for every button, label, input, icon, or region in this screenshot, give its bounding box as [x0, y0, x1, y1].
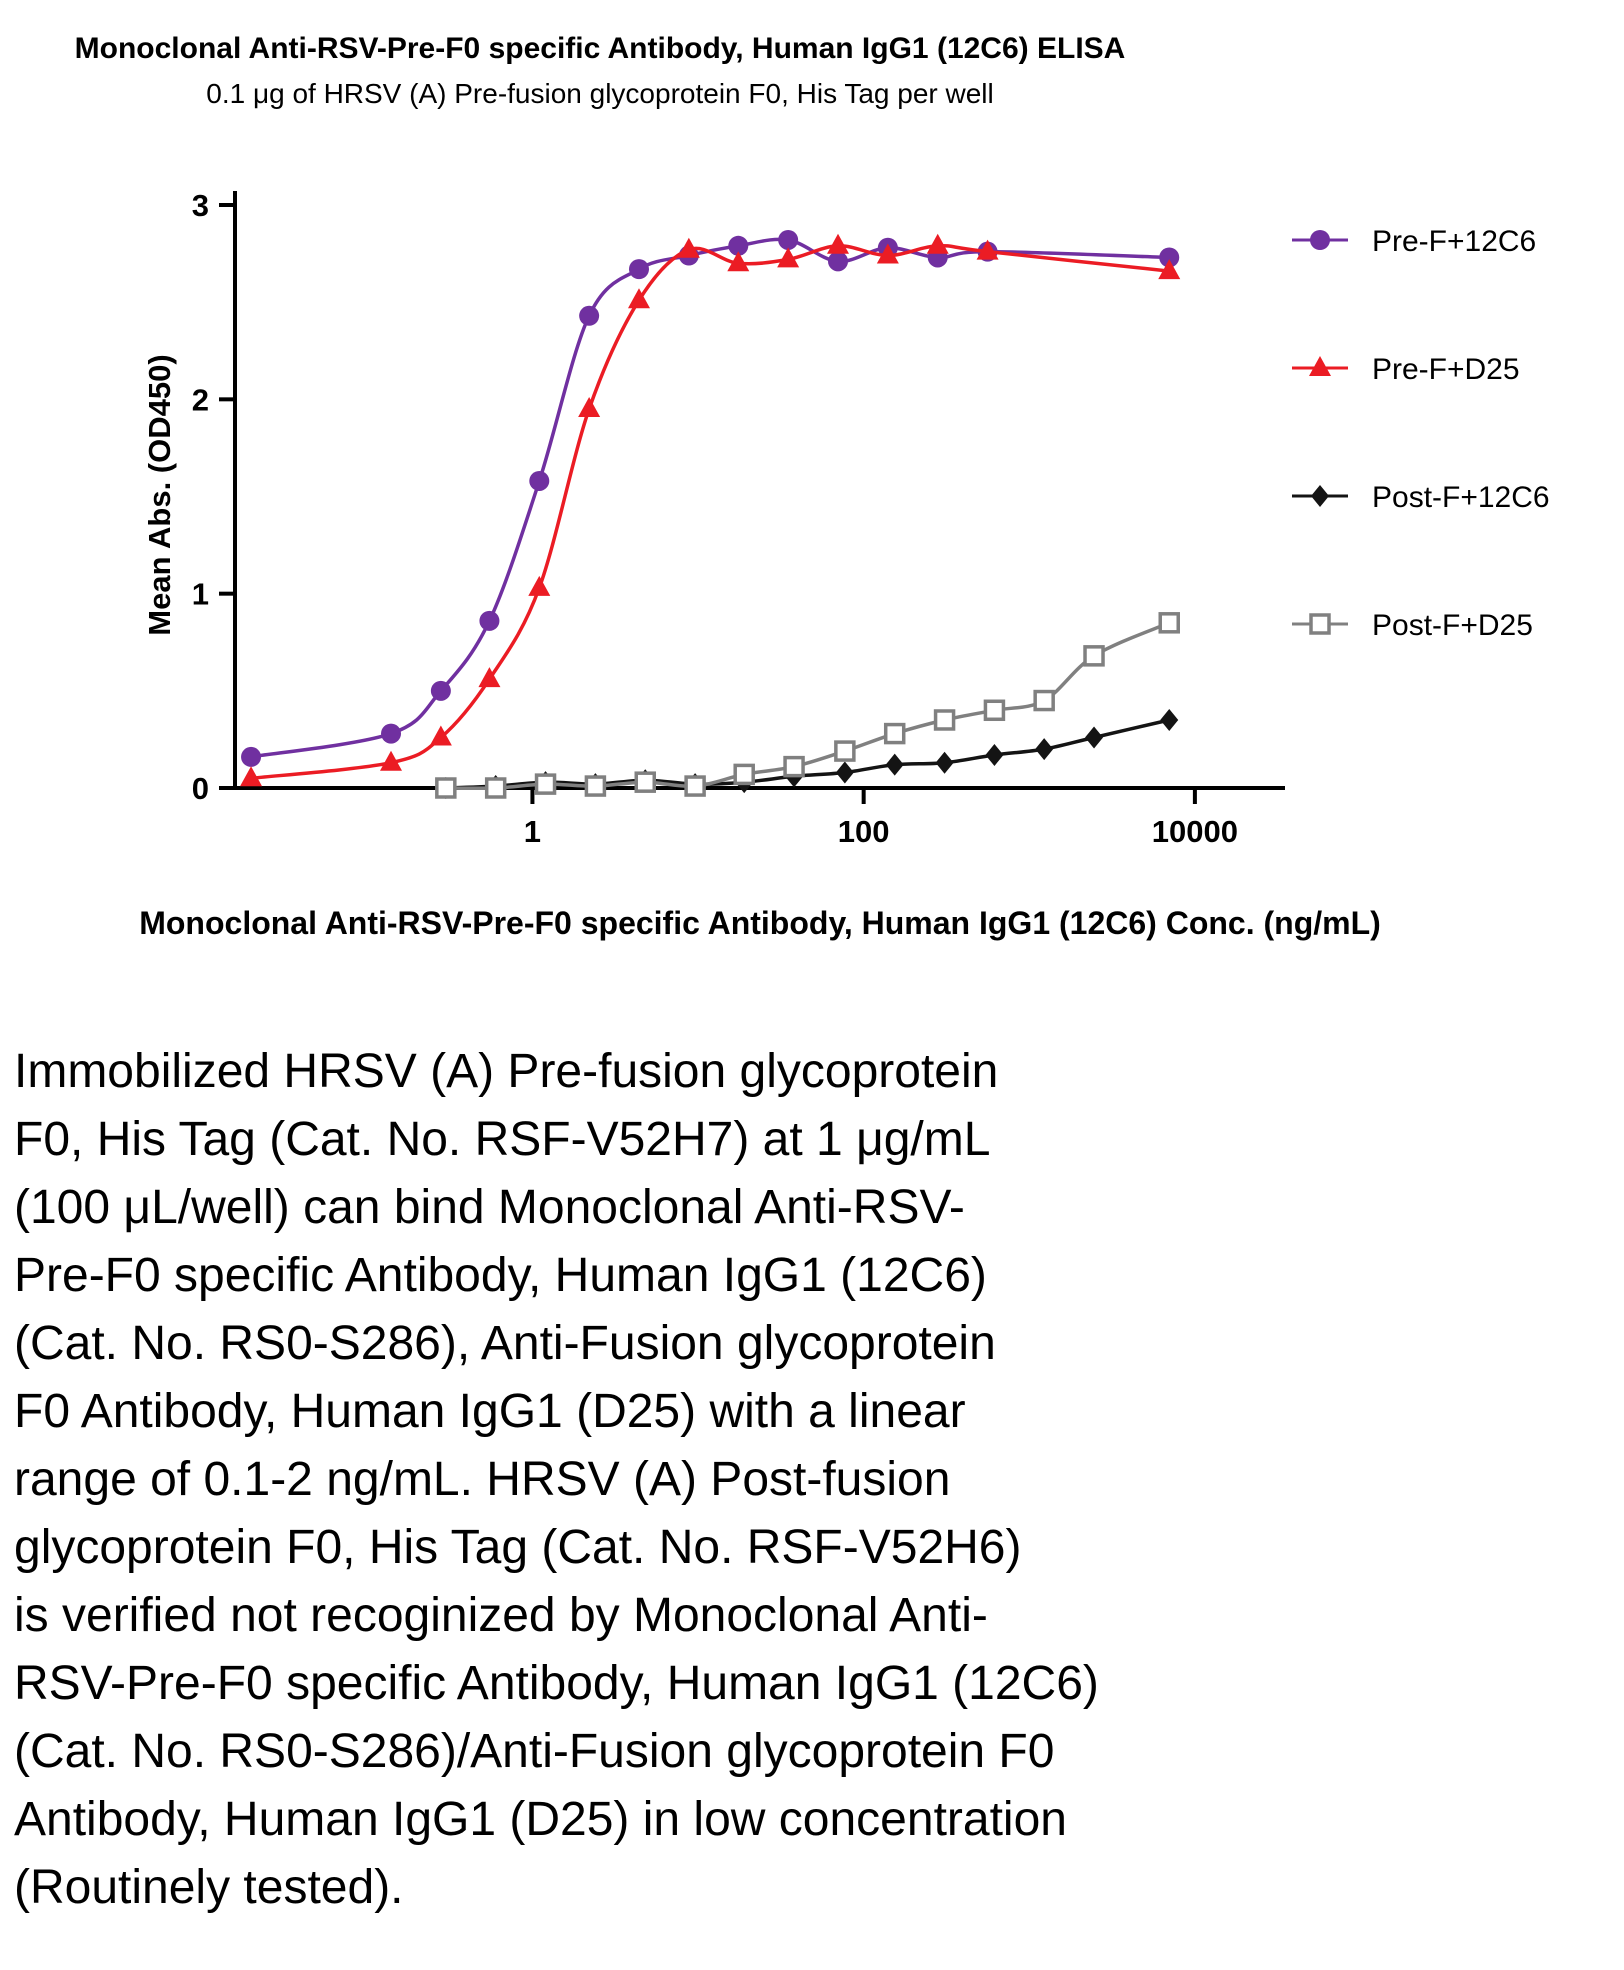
series-marker-Pre-F+D25: [1158, 259, 1181, 280]
series-marker-Pre-F+D25: [578, 397, 601, 418]
x-tick-label: 10000: [1152, 814, 1238, 849]
series-marker-Pre-F+D25: [827, 233, 850, 254]
series-marker-Pre-F+12C6: [579, 305, 600, 326]
series-marker-Pre-F+12C6: [778, 229, 799, 250]
series-marker-Post-F+D25: [484, 777, 507, 799]
legend-marker-Post-F+D25: [1309, 613, 1331, 635]
series-marker-Pre-F+D25: [677, 237, 700, 258]
series-line-Post-F+D25: [445, 621, 1170, 791]
series-marker-Post-F+D25: [983, 699, 1006, 722]
chart-subtitle: 0.1 μg of HRSV (A) Pre-fusion glycoprote…: [206, 78, 994, 109]
x-tick-label: 1: [524, 814, 541, 849]
series-marker-Pre-F+D25: [478, 667, 501, 688]
series-line-Pre-F+12C6: [250, 237, 1170, 759]
series-marker-Pre-F+12C6: [430, 680, 451, 701]
series-marker-Pre-F+D25: [528, 575, 551, 596]
series-marker-Post-F+12C6: [1085, 726, 1104, 749]
series-marker-Post-F+12C6: [1035, 738, 1054, 761]
series-marker-Post-F+D25: [834, 740, 856, 762]
series-marker-Post-F+12C6: [885, 753, 904, 776]
x-axis-title: Monoclonal Anti-RSV-Pre-F0 specific Anti…: [139, 905, 1381, 941]
x-tick-label: 100: [838, 814, 890, 849]
y-tick-label: 1: [192, 577, 209, 612]
series-marker-Pre-F+12C6: [381, 723, 402, 744]
series-marker-Post-F+12C6: [1160, 708, 1179, 731]
y-tick-label: 2: [192, 382, 209, 417]
series-marker-Pre-F+D25: [240, 766, 263, 787]
series-marker-Pre-F+12C6: [241, 746, 262, 767]
series-marker-Post-F+12C6: [835, 761, 854, 784]
figure-description: Immobilized HRSV (A) Pre-fusion glycopro…: [14, 1045, 1099, 1914]
series-marker-Pre-F+D25: [777, 247, 800, 268]
series-marker-Post-F+D25: [883, 722, 906, 745]
series-marker-Pre-F+12C6: [529, 470, 550, 491]
y-axis-label: Mean Abs. (OD450): [142, 354, 177, 636]
series-marker-Pre-F+12C6: [728, 235, 749, 256]
series-marker-Pre-F+D25: [727, 251, 750, 272]
series-marker-Pre-F+12C6: [828, 251, 849, 272]
series-marker-Post-F+D25: [1158, 612, 1180, 634]
series-marker-Pre-F+12C6: [479, 610, 500, 631]
chart-title: Monoclonal Anti-RSV-Pre-F0 specific Anti…: [74, 32, 1126, 65]
series-marker-Post-F+D25: [1083, 645, 1105, 667]
y-tick-label: 3: [192, 188, 209, 223]
legend-label-Pre-F+12C6: Pre-F+12C6: [1372, 225, 1536, 258]
elisa-plot: 0 1 2 3 1 100 10000 Pre-F+12C6 Pre-F+D25 Post-F+1…: [192, 188, 1550, 849]
series-marker-Pre-F+D25: [429, 725, 452, 746]
series-marker-Pre-F+D25: [876, 243, 899, 264]
series-marker-Pre-F+D25: [926, 233, 949, 254]
series-marker-Post-F+D25: [783, 755, 805, 778]
series-marker-Post-F+D25: [733, 763, 755, 786]
series-marker-Pre-F+12C6: [1159, 247, 1180, 268]
legend-label-Pre-F+D25: Pre-F+D25: [1372, 353, 1520, 386]
series-marker-Post-F+12C6: [985, 743, 1004, 766]
series-line-Pre-F+D25: [250, 243, 1170, 781]
series-marker-Post-F+12C6: [935, 751, 954, 774]
legend-marker-Pre-F+D25: [1309, 356, 1331, 376]
y-tick-label: 0: [192, 771, 209, 806]
legend-marker-Pre-F+12C6: [1310, 230, 1330, 250]
series-marker-Post-F+D25: [435, 777, 457, 799]
legend-marker-Post-F+12C6: [1311, 485, 1329, 507]
series-marker-Pre-F+D25: [627, 288, 650, 309]
legend-label-Post-F+D25: Post-F+D25: [1372, 609, 1533, 642]
series-marker-Post-F+D25: [1033, 689, 1055, 712]
series-marker-Post-F+D25: [534, 773, 557, 795]
legend-label-Post-F+12C6: Post-F+12C6: [1372, 481, 1550, 514]
series-marker-Pre-F+D25: [380, 750, 403, 771]
series-marker-Post-F+D25: [684, 775, 706, 797]
series-marker-Pre-F+D25: [976, 239, 999, 260]
series-marker-Post-F+D25: [584, 775, 607, 797]
series-marker-Pre-F+12C6: [628, 259, 649, 280]
series-marker-Post-F+D25: [634, 771, 657, 793]
series-marker-Post-F+D25: [933, 709, 956, 731]
